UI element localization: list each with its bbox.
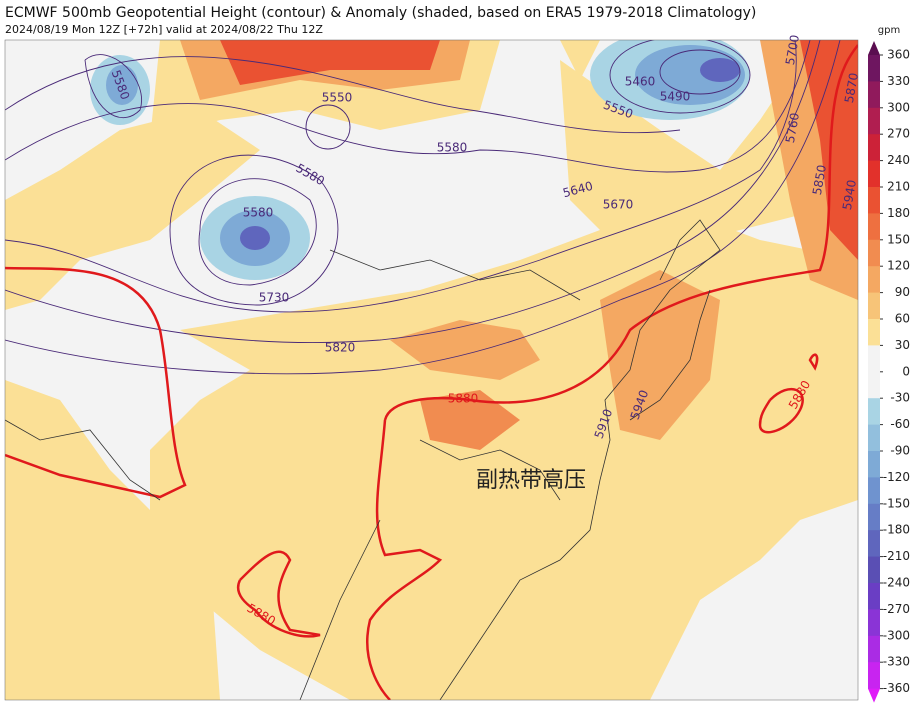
- colorbar-segment: [868, 187, 880, 214]
- colorbar-over: [868, 41, 880, 55]
- colorbar-label: -30: [890, 391, 910, 405]
- colorbar-label: 60: [895, 312, 910, 326]
- contour-label: 5460: [625, 75, 656, 89]
- colorbar-label: 0: [902, 364, 910, 378]
- colorbar-segment: [868, 266, 880, 294]
- colorbar-segment: [868, 319, 880, 346]
- map: [5, 40, 858, 700]
- colorbar-segment: [868, 503, 880, 531]
- contour-label: 5820: [325, 341, 356, 355]
- colorbar-unit: gpm: [878, 25, 900, 36]
- title: ECMWF 500mb Geopotential Height (contour…: [5, 5, 756, 21]
- colorbar-segment: [868, 213, 880, 241]
- colorbar-label: 90: [895, 285, 910, 299]
- colorbar-segment: [868, 239, 880, 267]
- colorbar-label: -90: [890, 444, 910, 458]
- contour-label: 5870: [842, 72, 861, 105]
- subtitle: 2024/08/19 Mon 12Z [+72h] valid at 2024/…: [5, 23, 323, 36]
- contour-label: 5940: [840, 179, 859, 212]
- colorbar-label: 180: [887, 206, 910, 220]
- colorbar-label: 120: [887, 259, 910, 273]
- colorbar-label: -330: [883, 655, 910, 669]
- contour-label: 5730: [259, 291, 290, 305]
- contour-label: 5880: [448, 392, 479, 406]
- contour-label: 5700: [783, 34, 802, 67]
- colorbar-label: -60: [890, 417, 910, 431]
- colorbar-segment: [868, 398, 880, 426]
- colorbar-segment: [868, 371, 880, 399]
- colorbar-segment: [868, 134, 880, 162]
- colorbar-label: 30: [895, 338, 910, 352]
- contour-label: 5580: [437, 141, 468, 155]
- colorbar-segment: [868, 292, 880, 320]
- colorbar-segment: [868, 662, 880, 690]
- colorbar-label: 240: [887, 153, 910, 167]
- colorbar-segment: [868, 451, 880, 478]
- colorbar-label: 270: [887, 127, 910, 141]
- contour-label: 5550: [322, 91, 353, 105]
- contour-label: 5760: [783, 112, 802, 145]
- colorbar-label: -360: [883, 681, 910, 695]
- colorbar-label: -120: [883, 470, 910, 484]
- colorbar-under: [868, 688, 880, 703]
- colorbar-label: 360: [887, 48, 910, 62]
- contour-label: 5670: [603, 198, 634, 212]
- colorbar-label: 150: [887, 232, 910, 246]
- colorbar-segment: [868, 609, 880, 637]
- colorbar-label: -300: [883, 628, 910, 642]
- colorbar-label: 330: [887, 74, 910, 88]
- contour-label: 5580: [243, 206, 274, 220]
- colorbar-segment: [868, 477, 880, 505]
- colorbar-label: 210: [887, 180, 910, 194]
- colorbar-segment: [868, 635, 880, 663]
- colorbar-label: -240: [883, 576, 910, 590]
- contour-label: 5850: [810, 164, 829, 197]
- contour-label: 5490: [660, 90, 691, 104]
- colorbar-segment: [868, 424, 880, 452]
- colorbar-segment: [868, 107, 880, 135]
- colorbar-segment: [868, 160, 880, 188]
- annotation: 副热带高压: [476, 468, 586, 493]
- colorbar-label: -180: [883, 523, 910, 537]
- colorbar-segment: [868, 556, 880, 584]
- colorbar-segment: [868, 345, 880, 373]
- colorbar-label: -150: [883, 496, 910, 510]
- colorbar-label: -270: [883, 602, 910, 616]
- colorbar-segment: [868, 55, 880, 82]
- colorbar-label: -210: [883, 549, 910, 563]
- colorbar-segment: [868, 530, 880, 558]
- colorbar-segment: [868, 81, 880, 109]
- colorbar-segment: [868, 583, 880, 610]
- colorbar-label: 300: [887, 100, 910, 114]
